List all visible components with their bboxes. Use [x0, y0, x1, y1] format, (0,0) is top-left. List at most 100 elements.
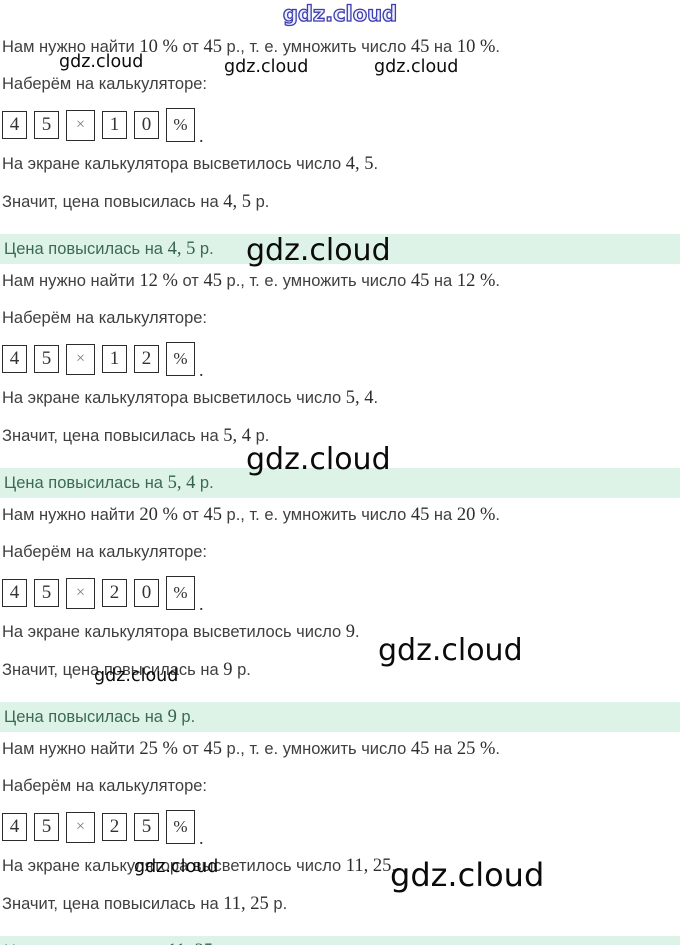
- calc-key: 4: [2, 813, 27, 841]
- calculator-keys-row: 4 5 × 2 5 % .: [2, 809, 680, 848]
- intro-text: .: [495, 38, 500, 56]
- conclusion-line: Значит, цена повысилась на 4, 5 р.: [2, 191, 680, 213]
- answer-number: 4, 5: [167, 239, 196, 259]
- intro-text: Нам нужно найти: [2, 38, 140, 56]
- calc-prompt-line: Наберём на калькуляторе:: [2, 543, 208, 561]
- intro-number: 45: [410, 739, 430, 759]
- conclusion-number: 9: [223, 660, 233, 680]
- intro-text: от: [177, 272, 204, 290]
- intro-number: 45: [203, 37, 222, 57]
- calc-result-line: На экране калькулятора высветилось число…: [2, 855, 680, 877]
- intro-text: .: [495, 740, 500, 758]
- intro-text: от: [177, 740, 204, 758]
- result-text: На экране калькулятора высветилось число: [2, 389, 346, 407]
- calculator-keys-row: 4 5 × 1 2 % .: [2, 341, 680, 380]
- calc-key-multiply: ×: [66, 343, 95, 375]
- result-text: .: [391, 857, 396, 875]
- answer-text: р.: [176, 708, 196, 726]
- intro-number: 45: [203, 739, 222, 759]
- answer-text: Цена повысилась на: [4, 708, 168, 726]
- conclusion-text: Значит, цена повысилась на: [2, 427, 224, 445]
- intro-number: 12 %: [139, 271, 178, 291]
- result-number: 4, 5: [345, 154, 374, 174]
- intro-number: 20 %: [139, 505, 178, 525]
- calc-prompt-line: Наберём на калькуляторе:: [2, 777, 208, 795]
- conclusion-line: Значит, цена повысилась на 11, 25 р.: [2, 893, 680, 915]
- intro-text: Нам нужно найти: [2, 740, 140, 758]
- answer-text: Цена повысилась на: [4, 240, 168, 258]
- answer-highlight: Цена повысилась на 9 р.: [0, 702, 680, 732]
- answer-text: Цена повысилась на: [4, 942, 168, 945]
- sentence-period: .: [199, 828, 204, 848]
- answer-text: р.: [195, 240, 214, 258]
- answer-text: р.: [195, 474, 214, 492]
- intro-text: от: [177, 506, 204, 524]
- conclusion-text: Значит, цена повысилась на: [2, 895, 224, 913]
- conclusion-text: Значит, цена повысилась на: [2, 193, 224, 211]
- intro-line: Нам нужно найти 20 % от 45 р., т. е. умн…: [2, 504, 680, 526]
- result-text: .: [355, 623, 360, 641]
- calc-result-line: На экране калькулятора высветилось число…: [2, 621, 680, 643]
- intro-number: 10 %: [139, 37, 178, 57]
- intro-line: Нам нужно найти 12 % от 45 р., т. е. умн…: [2, 270, 680, 292]
- intro-text: р., т. е. умножить число: [221, 740, 411, 758]
- intro-number: 45: [410, 271, 430, 291]
- calc-key: 5: [34, 813, 59, 841]
- intro-text: Нам нужно найти: [2, 506, 140, 524]
- calc-prompt-line: Наберём на калькуляторе:: [2, 309, 208, 327]
- calc-key-percent: %: [166, 342, 195, 376]
- sentence-period: .: [199, 126, 204, 146]
- intro-text: Нам нужно найти: [2, 272, 140, 290]
- sentence-period: .: [199, 360, 204, 380]
- result-number: 11, 25: [345, 856, 392, 876]
- calc-key: 5: [34, 345, 59, 373]
- intro-number: 12 %: [456, 271, 496, 291]
- calc-result-line: На экране калькулятора высветилось число…: [2, 387, 680, 409]
- calculator-keys-row: 4 5 × 2 0 % .: [2, 575, 680, 613]
- intro-number: 25 %: [139, 739, 178, 759]
- calc-key: 4: [2, 345, 27, 373]
- conclusion-text: р.: [268, 895, 288, 913]
- intro-text: на: [429, 740, 457, 758]
- result-text: .: [373, 155, 379, 173]
- conclusion-number: 4, 5: [223, 192, 251, 212]
- calc-key: 5: [134, 813, 159, 841]
- calculator-keys-row: 4 5 × 1 0 % .: [2, 107, 680, 146]
- calc-key-percent: %: [166, 810, 195, 844]
- answer-number: 9: [167, 707, 177, 727]
- answer-number: 5, 4: [167, 473, 196, 493]
- intro-line: Нам нужно найти 25 % от 45 р., т. е. умн…: [2, 738, 680, 760]
- calc-key-multiply: ×: [66, 577, 95, 609]
- calc-key: 1: [102, 111, 127, 139]
- calc-result-line: На экране калькулятора высветилось число…: [2, 153, 680, 175]
- calc-key: 2: [102, 813, 127, 841]
- intro-text: на: [429, 506, 457, 524]
- intro-text: .: [495, 506, 500, 524]
- calc-prompt-line: Наберём на калькуляторе:: [2, 75, 208, 93]
- calc-key: 1: [102, 345, 127, 373]
- result-text: На экране калькулятора высветилось число: [2, 155, 346, 173]
- calc-key-multiply: ×: [66, 811, 95, 843]
- conclusion-number: 5, 4: [223, 426, 251, 446]
- intro-text: от: [177, 38, 204, 56]
- intro-text: р., т. е. умножить число: [221, 506, 411, 524]
- conclusion-line: Значит, цена повысилась на 9 р.: [2, 659, 680, 681]
- calc-key: 5: [34, 111, 59, 139]
- intro-text: р., т. е. умножить число: [221, 272, 411, 290]
- intro-number: 20 %: [456, 505, 496, 525]
- result-number: 9: [345, 622, 356, 642]
- intro-number: 25 %: [456, 739, 496, 759]
- result-number: 5, 4: [345, 388, 374, 408]
- calc-key: 5: [34, 579, 59, 607]
- conclusion-text: р.: [232, 661, 251, 679]
- answer-number: 11, 25: [168, 941, 214, 945]
- conclusion-number: 11, 25: [223, 894, 269, 914]
- result-text: На экране калькулятора высветилось число: [2, 623, 346, 641]
- intro-text: .: [495, 272, 500, 290]
- intro-line: Нам нужно найти 10 % от 45 р., т. е. умн…: [2, 36, 680, 58]
- conclusion-line: Значит, цена повысилась на 5, 4 р.: [2, 425, 680, 447]
- calc-key-multiply: ×: [66, 109, 95, 141]
- answer-highlight: Цена повысилась на 5, 4 р.: [0, 468, 680, 498]
- conclusion-text: р.: [250, 193, 270, 211]
